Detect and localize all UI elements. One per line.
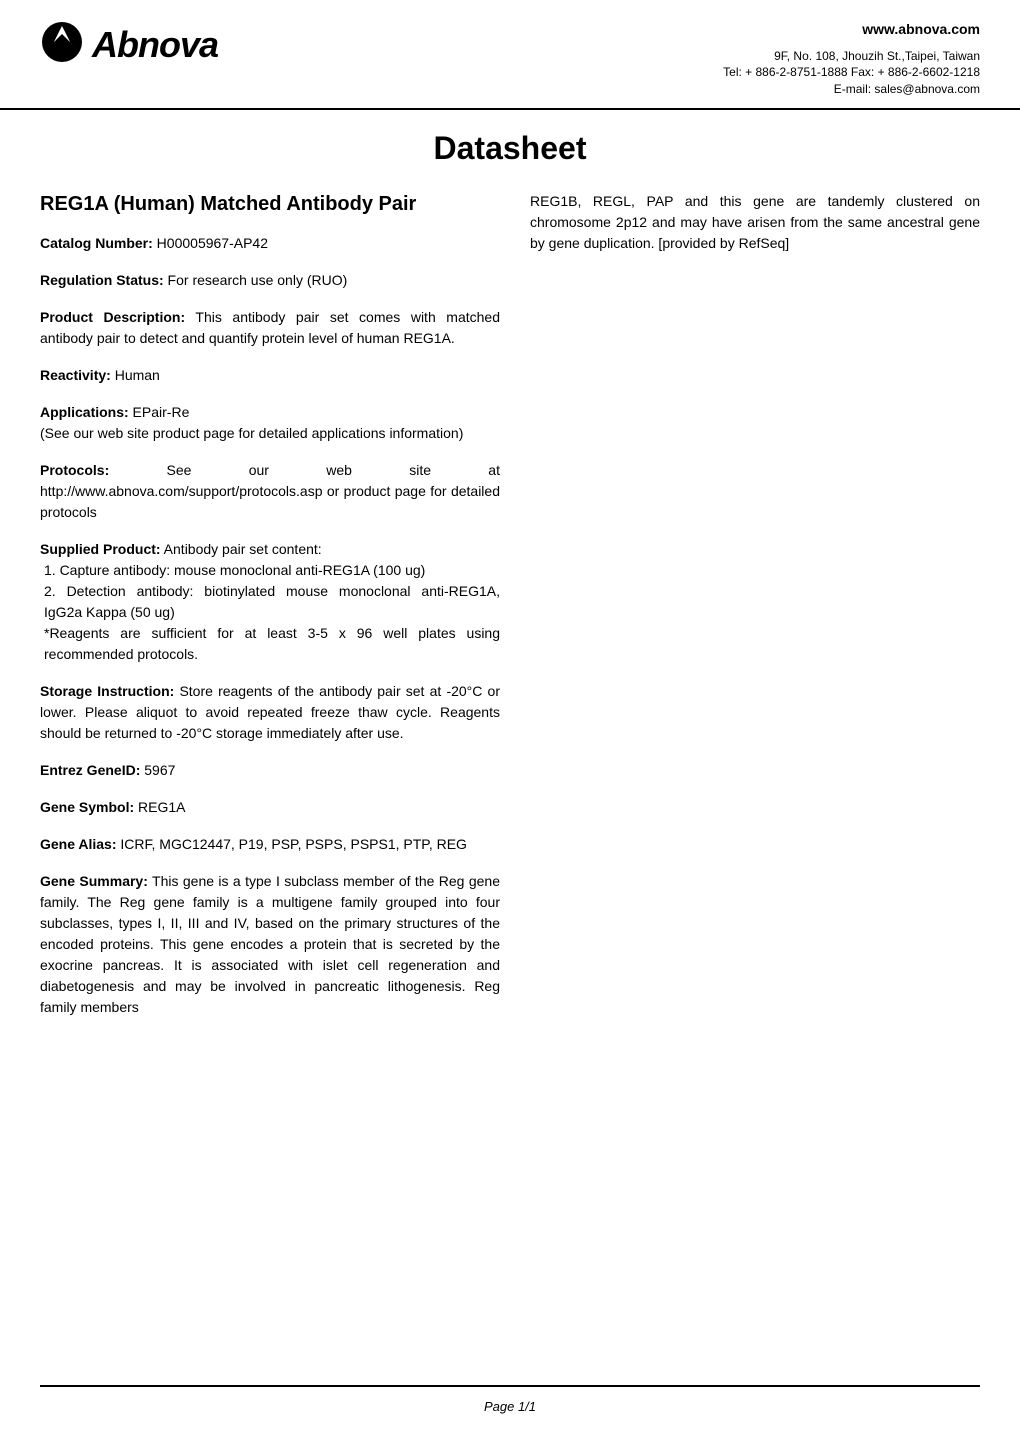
summary-continued: REG1B, REGL, PAP and this gene are tande… [530, 191, 980, 254]
alias-field: Gene Alias: ICRF, MGC12447, P19, PSP, PS… [40, 834, 500, 855]
symbol-value: REG1A [134, 799, 185, 815]
supplied-note: *Reagents are sufficient for at least 3-… [44, 623, 500, 665]
entrez-label: Entrez GeneID: [40, 762, 140, 778]
logo-icon [40, 20, 84, 69]
summary-value: This gene is a type I subclass member of… [40, 873, 500, 1015]
supplied-item-1: 1. Capture antibody: mouse monoclonal an… [44, 560, 500, 581]
header-contact: www.abnova.com 9F, No. 108, Jhouzih St.,… [723, 20, 980, 98]
reactivity-label: Reactivity: [40, 367, 111, 383]
logo-text: Abnova [92, 24, 218, 66]
catalog-field: Catalog Number: H00005967-AP42 [40, 233, 500, 254]
storage-label: Storage Instruction: [40, 683, 174, 699]
alias-label: Gene Alias: [40, 836, 117, 852]
address-line-3: E-mail: sales@abnova.com [723, 81, 980, 98]
alias-value: ICRF, MGC12447, P19, PSP, PSPS, PSPS1, P… [117, 836, 467, 852]
page-number: Page 1/1 [484, 1399, 536, 1414]
page-title: Datasheet [0, 130, 1020, 167]
header: Abnova www.abnova.com 9F, No. 108, Jhouz… [0, 0, 1020, 110]
regulation-value: For research use only (RUO) [164, 272, 348, 288]
address-line-2: Tel: + 886-2-8751-1888 Fax: + 886-2-6602… [723, 64, 980, 81]
reactivity-field: Reactivity: Human [40, 365, 500, 386]
symbol-label: Gene Symbol: [40, 799, 134, 815]
protocols-label: Protocols: [40, 462, 109, 478]
regulation-label: Regulation Status: [40, 272, 164, 288]
symbol-field: Gene Symbol: REG1A [40, 797, 500, 818]
logo: Abnova [40, 20, 218, 69]
supplied-label: Supplied Product: [40, 541, 161, 557]
title-section: Datasheet [0, 110, 1020, 191]
address-line-1: 9F, No. 108, Jhouzih St.,Taipei, Taiwan [723, 48, 980, 65]
summary-label: Gene Summary: [40, 873, 148, 889]
left-column: REG1A (Human) Matched Antibody Pair Cata… [40, 191, 500, 1034]
applications-field: Applications: EPair-Re (See our web site… [40, 402, 500, 444]
supplied-field: Supplied Product: Antibody pair set cont… [40, 539, 500, 665]
footer: Page 1/1 [40, 1385, 980, 1414]
applications-note: (See our web site product page for detai… [40, 423, 500, 444]
protocols-field: Protocols: See our web site at http://ww… [40, 460, 500, 523]
summary-field: Gene Summary: This gene is a type I subc… [40, 871, 500, 1018]
protocols-value: See our web site at http://www.abnova.co… [40, 462, 500, 520]
supplied-item-2: 2. Detection antibody: biotinylated mous… [44, 581, 500, 623]
storage-field: Storage Instruction: Store reagents of t… [40, 681, 500, 744]
reactivity-value: Human [111, 367, 160, 383]
catalog-value: H00005967-AP42 [153, 235, 268, 251]
catalog-label: Catalog Number: [40, 235, 153, 251]
applications-value: EPair-Re [129, 404, 190, 420]
applications-label: Applications: [40, 404, 129, 420]
entrez-value: 5967 [140, 762, 175, 778]
description-label: Product Description: [40, 309, 185, 325]
right-column: REG1B, REGL, PAP and this gene are tande… [530, 191, 980, 1034]
description-field: Product Description: This antibody pair … [40, 307, 500, 349]
entrez-field: Entrez GeneID: 5967 [40, 760, 500, 781]
content: REG1A (Human) Matched Antibody Pair Cata… [0, 191, 1020, 1034]
regulation-field: Regulation Status: For research use only… [40, 270, 500, 291]
product-title: REG1A (Human) Matched Antibody Pair [40, 191, 500, 217]
supplied-value: Antibody pair set content: [161, 541, 322, 557]
website-url: www.abnova.com [723, 20, 980, 40]
